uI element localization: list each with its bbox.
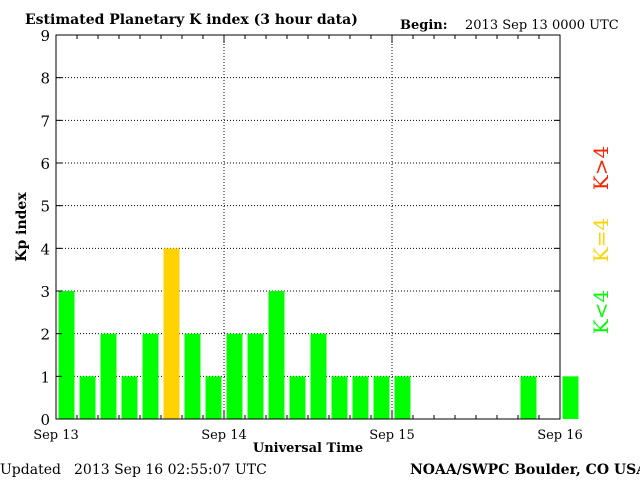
y-tick-label: 3 bbox=[40, 283, 50, 301]
kp-bar bbox=[247, 333, 264, 419]
credit-text: NOAA/SWPC Boulder, CO USA bbox=[410, 462, 640, 478]
kp-bar bbox=[100, 333, 117, 419]
kp-bar bbox=[310, 333, 327, 419]
chart-title: Estimated Planetary K index (3 hour data… bbox=[25, 12, 358, 28]
kp-bar bbox=[352, 376, 369, 419]
legend: K<4 K=4 K>4 bbox=[589, 146, 613, 334]
kp-bar bbox=[331, 376, 348, 419]
begin-value: 2013 Sep 13 0000 UTC bbox=[465, 18, 619, 33]
kp-bar bbox=[142, 333, 159, 419]
bar-series bbox=[58, 248, 579, 419]
kp-bar bbox=[520, 376, 537, 419]
kp-bar bbox=[373, 376, 390, 419]
y-tick-label: 4 bbox=[40, 240, 50, 258]
kp-bar bbox=[163, 248, 180, 419]
y-tick-label: 6 bbox=[40, 155, 50, 173]
y-tick-label: 9 bbox=[40, 27, 50, 45]
y-tick-label: 5 bbox=[40, 198, 50, 216]
kp-bar bbox=[79, 376, 96, 419]
y-tick-label: 8 bbox=[40, 70, 50, 88]
kp-bar bbox=[121, 376, 138, 419]
y-tick-label: 7 bbox=[40, 112, 50, 130]
legend-item: K<4 bbox=[589, 290, 613, 334]
kp-bar bbox=[289, 376, 306, 419]
grid-lines bbox=[56, 35, 560, 419]
x-axis-ticks: Sep 13 Sep 14 Sep 15 Sep 16 bbox=[33, 35, 583, 443]
kp-bar bbox=[562, 376, 579, 419]
updated-value: 2013 Sep 16 02:55:07 UTC bbox=[74, 462, 267, 478]
x-tick-label: Sep 14 bbox=[201, 428, 247, 443]
kp-bar bbox=[268, 291, 285, 419]
plot-frame bbox=[55, 34, 561, 420]
x-tick-label: Sep 13 bbox=[33, 428, 79, 443]
x-axis-label: Universal Time bbox=[253, 441, 363, 456]
begin-label: Begin: bbox=[400, 18, 448, 33]
y-tick-label: 0 bbox=[40, 411, 50, 429]
legend-item: K>4 bbox=[589, 146, 613, 190]
kp-bar bbox=[184, 333, 201, 419]
y-axis-ticks: 0 1 2 3 4 5 6 7 8 9 bbox=[40, 27, 560, 429]
updated-label: Updated bbox=[0, 462, 61, 478]
kp-bar bbox=[58, 291, 75, 419]
y-axis-label: Kp index bbox=[14, 192, 30, 262]
legend-item: K=4 bbox=[589, 218, 613, 262]
x-tick-label: Sep 16 bbox=[537, 428, 583, 443]
x-tick-label: Sep 15 bbox=[369, 428, 415, 443]
kp-bar bbox=[394, 376, 411, 419]
kp-bar bbox=[226, 333, 243, 419]
y-tick-label: 2 bbox=[40, 326, 50, 344]
y-tick-label: 1 bbox=[40, 368, 50, 386]
kp-bar bbox=[205, 376, 222, 419]
